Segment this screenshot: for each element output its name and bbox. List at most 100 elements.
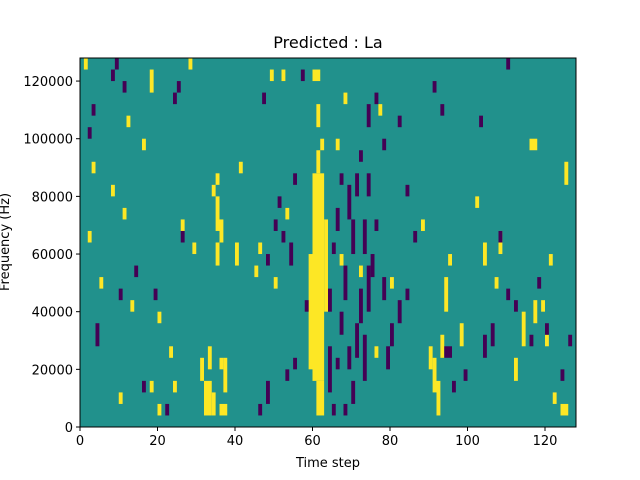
heatmap-cell xyxy=(378,104,383,116)
heatmap-cell xyxy=(351,219,356,255)
heatmap-cell xyxy=(87,230,92,243)
heatmap-cell xyxy=(219,219,224,243)
heatmap-cell xyxy=(506,288,511,301)
heatmap-cell xyxy=(266,380,270,404)
heatmap-cell xyxy=(343,92,348,105)
heatmap-cell xyxy=(176,81,181,93)
heatmap-cell xyxy=(498,230,503,243)
heatmap-cell xyxy=(316,104,321,128)
heatmap-cell xyxy=(173,92,177,105)
heatmap-cell xyxy=(339,254,344,266)
heatmap-cell xyxy=(347,346,352,370)
heatmap-cell xyxy=(328,288,332,312)
heatmap-cell xyxy=(374,219,379,231)
heatmap-cell xyxy=(316,150,321,174)
heatmap-cell xyxy=(444,277,449,312)
heatmap-cell xyxy=(211,184,216,197)
y-tick-label: 120000 xyxy=(23,75,73,90)
heatmap-cell xyxy=(355,173,359,197)
heatmap-cell xyxy=(533,300,538,324)
heatmap-cell xyxy=(118,288,123,301)
x-tick-label: 0 xyxy=(76,434,84,449)
heatmap-cell xyxy=(440,104,445,116)
heatmap-cell xyxy=(235,242,239,266)
heatmap-cell xyxy=(390,277,394,289)
heatmap-cell xyxy=(359,150,363,162)
heatmap-cell xyxy=(111,184,115,197)
heatmap-cell xyxy=(254,265,259,278)
heatmap-cell xyxy=(122,207,127,220)
y-tick-label: 20000 xyxy=(32,363,73,378)
heatmap-cell xyxy=(362,219,367,255)
heatmap-cell xyxy=(440,334,445,358)
heatmap-cell xyxy=(366,104,371,128)
heatmap-cell xyxy=(386,346,390,370)
heatmap-cell xyxy=(192,242,197,255)
heatmap-cell xyxy=(130,300,135,312)
heatmap-cell xyxy=(514,300,518,312)
heatmap-cell xyxy=(331,403,336,416)
heatmap-cell xyxy=(335,138,340,151)
heatmap-cell xyxy=(382,138,387,151)
x-tick-label: 80 xyxy=(382,434,399,449)
heatmap-cell xyxy=(200,357,204,381)
heatmap-cell xyxy=(328,346,332,393)
heatmap-cell xyxy=(421,219,425,231)
x-tick-label: 120 xyxy=(533,434,558,449)
heatmap-cell xyxy=(343,265,348,301)
x-tick-label: 40 xyxy=(227,434,244,449)
heatmap-cell xyxy=(413,230,418,243)
heatmap-cell xyxy=(316,380,325,416)
heatmap-cell xyxy=(281,230,286,243)
plot-frame xyxy=(79,57,577,428)
heatmap-cell xyxy=(308,254,313,370)
heatmap-cell xyxy=(452,380,456,393)
heatmap-cell xyxy=(215,173,220,185)
heatmap-cell xyxy=(514,357,518,381)
heatmap-cell xyxy=(95,323,100,347)
heatmap-cell xyxy=(541,300,545,312)
heatmap-cell xyxy=(347,184,352,220)
y-axis: 0 20000 40000 60000 80000 100000 120000 xyxy=(23,75,80,436)
heatmap-cell xyxy=(258,403,263,416)
y-axis-label: Frequency (Hz) xyxy=(0,193,13,291)
heatmap-cell xyxy=(157,403,162,416)
heatmap-cell xyxy=(548,254,553,266)
heatmap-cell xyxy=(432,357,437,393)
heatmap-cell xyxy=(428,346,433,370)
y-tick-label: 40000 xyxy=(32,306,73,321)
heatmap-cell xyxy=(122,81,127,93)
heatmap-cell xyxy=(165,403,170,416)
heatmap-cell xyxy=(390,323,394,347)
heatmap-cell xyxy=(219,357,224,370)
y-tick-label: 100000 xyxy=(23,133,73,148)
heatmap-cell xyxy=(339,173,344,185)
heatmap-cell xyxy=(118,392,123,404)
heatmap-cell xyxy=(157,311,162,324)
heatmap-cell xyxy=(459,323,464,347)
heatmap-cell xyxy=(560,403,569,416)
heatmap-cell xyxy=(266,254,270,266)
heatmap-cell xyxy=(207,346,212,370)
heatmap-cell xyxy=(285,369,290,381)
heatmap-cell xyxy=(362,334,367,381)
heatmap-cell xyxy=(405,288,410,301)
heatmap-cell xyxy=(529,138,538,151)
y-tick-label: 0 xyxy=(65,421,73,436)
heatmap-cell xyxy=(211,392,216,416)
heatmap-cell xyxy=(483,334,487,358)
heatmap-cell xyxy=(293,173,297,185)
heatmap-cell xyxy=(281,69,286,82)
x-axis: 0 20 40 60 80 100 120 xyxy=(76,427,558,449)
heatmap-cell xyxy=(180,230,185,243)
heatmap-cell xyxy=(300,69,305,82)
heatmap-cell xyxy=(273,277,278,289)
heatmap-cell xyxy=(153,288,158,301)
heatmap-cell xyxy=(463,369,468,381)
heatmap-cell xyxy=(91,161,96,174)
heatmap-cell xyxy=(219,403,228,416)
x-tick-label: 20 xyxy=(149,434,166,449)
heatmap-cell xyxy=(355,323,359,358)
heatmap-cell xyxy=(568,334,573,347)
heatmap-cell xyxy=(490,323,495,347)
